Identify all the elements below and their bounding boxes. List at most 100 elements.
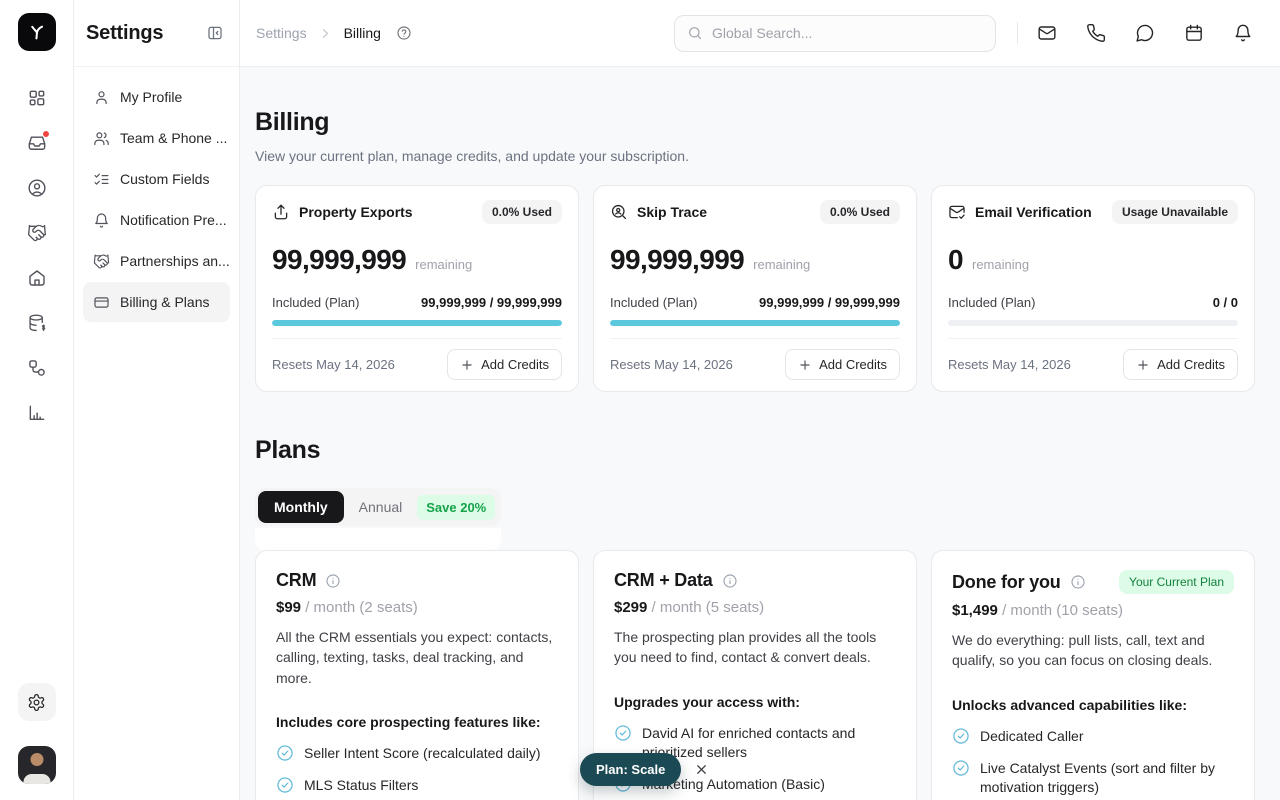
toggle-annual[interactable]: Annual	[358, 499, 403, 515]
sidebar-item-label: Team & Phone ...	[120, 130, 228, 146]
plan-feature: MLS Status Filters	[276, 776, 558, 795]
included-plan-label: Included (Plan)	[610, 295, 698, 310]
plan-period: / month (5 seats)	[651, 599, 765, 616]
plan-name: CRM	[276, 570, 317, 590]
breadcrumb-parent[interactable]: Settings	[256, 25, 307, 41]
check-circle-icon	[952, 727, 970, 745]
included-plan-label: Included (Plan)	[948, 295, 1036, 310]
check-circle-icon	[614, 724, 632, 742]
info-icon[interactable]	[1070, 574, 1086, 590]
add-credits-button[interactable]: Add Credits	[785, 349, 900, 380]
credits-remaining-value: 99,999,999	[610, 244, 745, 275]
info-icon[interactable]	[722, 573, 738, 589]
panel-collapse-icon[interactable]	[206, 24, 224, 42]
resets-date: Resets May 14, 2026	[610, 357, 733, 372]
database-dollar-icon[interactable]	[27, 313, 47, 333]
help-circle-icon[interactable]	[396, 25, 412, 41]
sidebar-item-notification-preferences[interactable]: Notification Pre...	[83, 200, 230, 240]
sidebar-item-partnerships[interactable]: Partnerships an...	[83, 241, 230, 281]
sidebar-item-label: Notification Pre...	[120, 212, 227, 228]
save-badge: Save 20%	[417, 494, 496, 520]
user-icon	[93, 89, 110, 106]
usage-progress-bar	[610, 320, 900, 326]
plan-card-done-for-you: Done for you Your Current Plan $1,499 / …	[931, 550, 1255, 800]
plan-description: We do everything: pull lists, call, text…	[952, 632, 1213, 669]
page-subtitle: View your current plan, manage credits, …	[255, 148, 689, 164]
toggle-monthly[interactable]: Monthly	[258, 491, 344, 523]
icon-rail	[0, 0, 74, 800]
handshake-icon[interactable]	[27, 223, 47, 243]
add-credits-button[interactable]: Add Credits	[447, 349, 562, 380]
topbar-divider	[1017, 22, 1018, 44]
current-plan-pill: Plan: Scale	[580, 753, 682, 786]
avatar-head	[30, 753, 43, 766]
settings-gear-icon[interactable]	[17, 683, 56, 721]
plus-icon	[1136, 358, 1150, 372]
resets-date: Resets May 14, 2026	[948, 357, 1071, 372]
logo-y-icon	[30, 25, 43, 40]
plan-period: / month (2 seats)	[305, 599, 418, 616]
toggle-underlay	[255, 528, 502, 550]
check-circle-icon	[276, 776, 294, 794]
sidebar-item-label: Custom Fields	[120, 171, 210, 187]
credits-remaining-value: 99,999,999	[272, 244, 407, 275]
home-icon[interactable]	[27, 268, 47, 288]
usage-card-title: Email Verification	[975, 204, 1092, 220]
sidebar-item-label: Partnerships an...	[120, 253, 230, 269]
dashboard-icon[interactable]	[27, 88, 47, 108]
usage-card-email-verification: Email Verification Usage Unavailable 0 r…	[931, 185, 1255, 392]
plan-name: CRM + Data	[614, 570, 713, 590]
export-icon	[272, 203, 290, 221]
avatar-body	[23, 774, 50, 784]
search-input[interactable]	[712, 25, 983, 41]
credit-card-icon	[93, 294, 110, 311]
plan-price: $99	[276, 599, 302, 616]
breadcrumb: Settings Billing	[256, 25, 412, 41]
plan-features-title: Upgrades your access with:	[614, 693, 800, 710]
credits-remaining-value: 0	[948, 244, 964, 275]
plans-title: Plans	[255, 436, 321, 464]
usage-progress-bar	[272, 320, 562, 326]
usage-badge: Usage Unavailable	[1111, 200, 1238, 224]
chat-icon[interactable]	[1135, 23, 1155, 43]
user-avatar[interactable]	[17, 746, 56, 784]
included-plan-label: Included (Plan)	[272, 295, 360, 310]
page-title: Billing	[255, 108, 330, 136]
billing-period-toggle: Monthly Annual Save 20%	[255, 488, 502, 550]
add-credits-label: Add Credits	[819, 357, 887, 372]
plan-description: The prospecting plan provides all the to…	[614, 629, 877, 666]
phone-icon[interactable]	[1086, 23, 1106, 43]
included-plan-value: 0 / 0	[1212, 295, 1238, 310]
sidebar-item-billing-plans[interactable]: Billing & Plans	[83, 282, 230, 322]
info-icon[interactable]	[325, 573, 341, 589]
add-credits-button[interactable]: Add Credits	[1123, 349, 1238, 380]
remaining-label: remaining	[415, 257, 473, 272]
usage-card-title: Skip Trace	[637, 204, 708, 220]
calendar-icon[interactable]	[1184, 23, 1204, 43]
mail-check-icon	[948, 203, 966, 221]
plan-feature: Live Catalyst Events (sort and filter by…	[952, 759, 1234, 798]
bar-chart-icon[interactable]	[27, 403, 47, 423]
plus-icon	[460, 358, 474, 372]
current-plan-badge: Your Current Plan	[1119, 570, 1234, 594]
workflow-icon[interactable]	[27, 358, 47, 378]
bell-icon[interactable]	[1233, 23, 1253, 43]
add-credits-label: Add Credits	[1157, 357, 1225, 372]
rail-bottom	[17, 683, 56, 784]
mail-icon[interactable]	[1037, 23, 1057, 43]
close-x-icon[interactable]	[694, 762, 709, 777]
inbox-icon[interactable]	[27, 130, 50, 153]
sidebar-item-team-phone[interactable]: Team & Phone ...	[83, 118, 230, 158]
sidebar-item-custom-fields[interactable]: Custom Fields	[83, 159, 230, 199]
plan-features-title: Includes core prospecting features like:	[276, 713, 541, 730]
handshake-icon	[93, 253, 110, 270]
app-logo[interactable]	[17, 13, 56, 51]
global-search	[674, 14, 996, 52]
sidebar-item-label: My Profile	[120, 89, 183, 105]
usage-card-skip-trace: Skip Trace 0.0% Used 99,999,999 remainin…	[593, 185, 917, 392]
contacts-icon[interactable]	[27, 178, 47, 198]
sidebar-item-my-profile[interactable]: My Profile	[83, 77, 230, 117]
topbar-icons	[1037, 23, 1253, 43]
usage-cards: Property Exports 0.0% Used 99,999,999 re…	[255, 185, 1255, 392]
